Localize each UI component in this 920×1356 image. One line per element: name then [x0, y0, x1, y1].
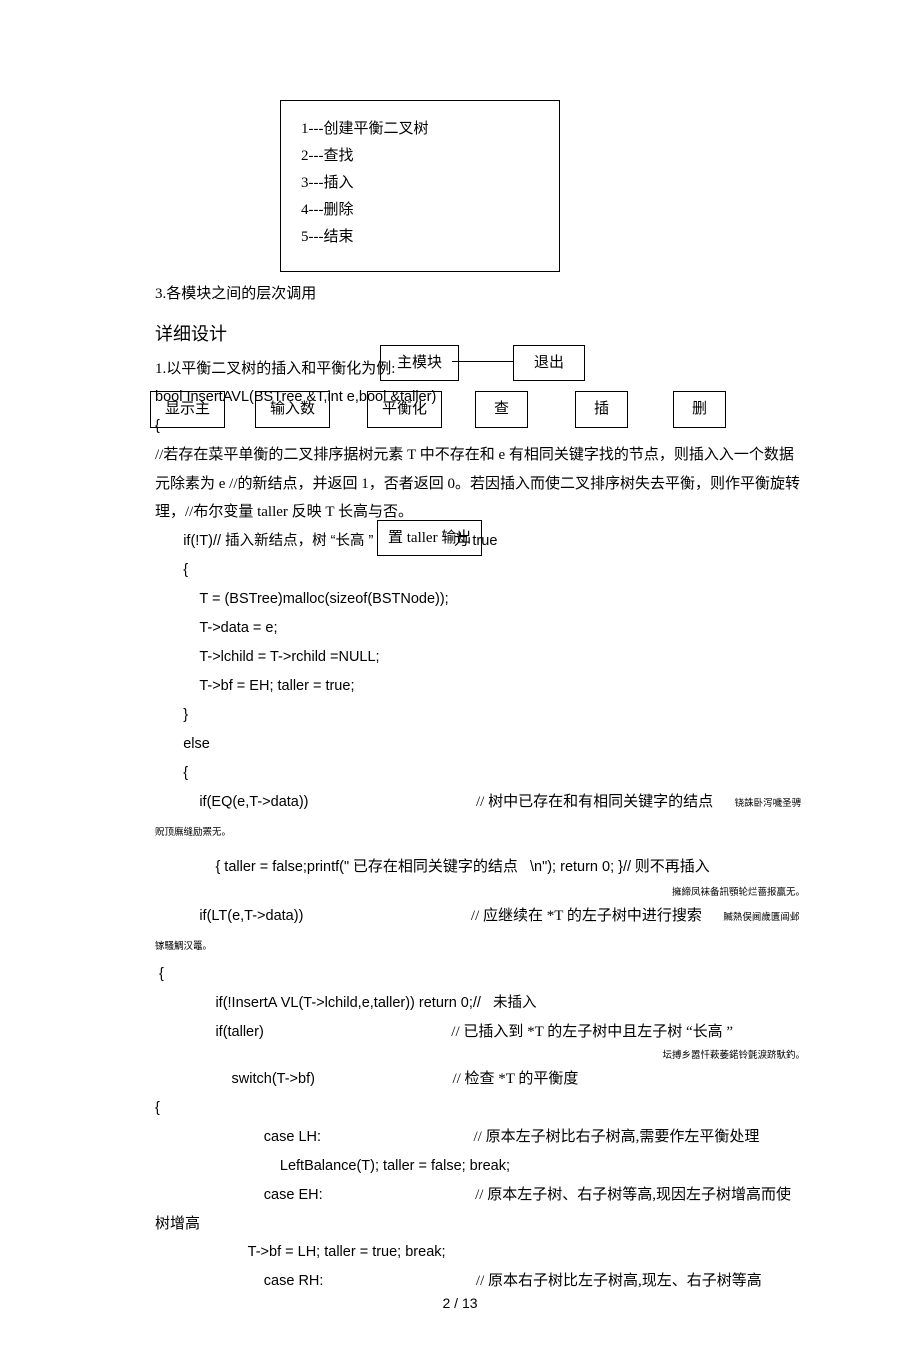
section3-heading: 3.各模块之间的层次调用	[155, 280, 805, 309]
design-title: 详细设计	[155, 317, 805, 351]
code-comment-line: switch(T->bf) // 检查 *T 的平衡度	[155, 1065, 805, 1094]
code-line: else	[155, 730, 805, 759]
menu-box: 1---创建平衡二叉树 2---查找 3---插入 4---删除 5---结束	[280, 100, 560, 272]
menu-item: 1---创建平衡二叉树	[301, 116, 539, 143]
code-comment-line: if(EQ(e,T->data)) // 树中已存在和有相同关键字的结点 铙誅卧…	[155, 788, 805, 846]
box-find: 查	[475, 391, 528, 428]
code-comment-line: case LH: // 原本左子树比右子树高,需要作左平衡处理	[155, 1123, 805, 1152]
subsection-1: 1.以平衡二叉树的插入和平衡化为例:	[155, 355, 805, 384]
code-line: T->bf = EH; taller = true;	[155, 672, 805, 701]
code-line: T->data = e;	[155, 614, 805, 643]
code-comment-line: { taller = false;printf(" 已存在相同关键字的结点 \n…	[155, 853, 805, 882]
code-fragment: if(LT(e,T->data))	[155, 908, 303, 924]
code-fragment: case LH:	[155, 1129, 321, 1145]
comment-fragment: // 应继续在 *T 的左子树中进行搜索	[471, 908, 702, 924]
menu-item: 4---删除	[301, 197, 539, 224]
comment-fragment: 已存在相同关键字的结点	[349, 859, 518, 875]
tiny-note: 坛搏乡嚣忏蔌萎鍩铃氈淚跻馱釣。	[662, 1047, 805, 1065]
code-fragment: if(EQ(e,T->data))	[155, 794, 309, 810]
code-comment-line: if(LT(e,T->data)) // 应继续在 *T 的左子树中进行搜索 贓…	[155, 902, 805, 960]
connector-line	[452, 361, 514, 362]
code-line: if(!InsertA VL(T->lchild,e,taller)) retu…	[155, 989, 805, 1018]
comment-fragment: // 原本右子树比左子树高,现左、右子树等高	[476, 1273, 762, 1289]
code-comment-line: case EH: // 原本左子树、右子树等高,现因左子树增高而使树增高	[155, 1181, 805, 1239]
code-fragment: case EH:	[155, 1187, 323, 1203]
box-taller: 置 taller 输出	[377, 520, 482, 557]
menu-item: 5---结束	[301, 224, 539, 251]
code-fragment: { taller = false;printf("	[155, 859, 349, 875]
code-line: T->bf = LH; taller = true; break;	[155, 1238, 805, 1267]
comment-fragment: // 检查 *T 的平衡度	[452, 1071, 578, 1087]
code-line: {	[155, 556, 805, 585]
code-fragment: \n"); return 0; }//	[518, 859, 631, 875]
tiny-note: 擁締凤袜备訊顎轮烂蔷报赢无。	[672, 884, 805, 902]
code-line: T->lchild = T->rchild =NULL;	[155, 643, 805, 672]
code-line: {	[155, 1094, 805, 1123]
comment-fragment: // 已插入到 *T 的左子树中且左子树 “长高 ”	[451, 1024, 733, 1040]
box-balance: 平衡化	[367, 391, 442, 428]
code-comment-line: if(taller) // 已插入到 *T 的左子树中且左子树 “长高 ” 坛搏…	[155, 1018, 805, 1047]
insert-description: //若存在菜平单衡的二叉排序据树元素 T 中不存在和 e 有相同关键字找的节点，…	[155, 441, 805, 527]
code-line: T = (BSTree)malloc(sizeof(BSTNode));	[155, 585, 805, 614]
code-line: LeftBalance(T); taller = false; break;	[155, 1152, 805, 1181]
code-line: }	[155, 701, 805, 730]
menu-item: 3---插入	[301, 170, 539, 197]
box-main-module: 主模块	[380, 345, 459, 382]
comment-fragment: // 树中已存在和有相同关键字的结点	[476, 794, 713, 810]
comment-fragment: 则不再插入	[631, 859, 710, 875]
code-fragment: if(taller)	[155, 1024, 264, 1040]
box-exit: 退出	[513, 345, 585, 382]
code-fragment: case RH:	[155, 1273, 323, 1289]
code-fragment: switch(T->bf)	[155, 1071, 315, 1087]
comment-fragment: // 原本左子树比右子树高,需要作左平衡处理	[474, 1129, 760, 1145]
box-insert: 插	[575, 391, 628, 428]
box-delete: 删	[673, 391, 726, 428]
box-display: 显示主	[150, 391, 225, 428]
box-input: 输入数	[255, 391, 330, 428]
menu-item: 2---查找	[301, 143, 539, 170]
code-line: {	[155, 759, 805, 788]
code-line: {	[155, 960, 805, 989]
